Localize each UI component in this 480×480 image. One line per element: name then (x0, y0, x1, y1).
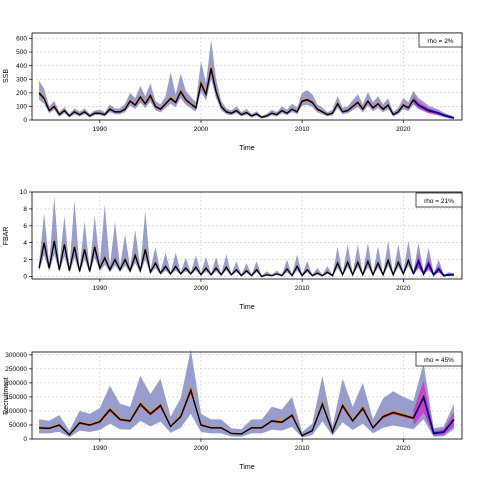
fbar-legend-text: rho = 21% (424, 198, 454, 205)
recruitment-legend: rho = 45% (415, 351, 463, 367)
recruitment-median-line (39, 387, 414, 437)
ssb-median-line (38, 68, 414, 119)
ssb-y-tick-label: 300 (16, 76, 27, 83)
fbar-frame-rect (31, 191, 463, 280)
fbar-projection-median-line (412, 258, 454, 277)
recruitment-lines (39, 385, 455, 437)
ssb-y-tick-label: 400 (16, 63, 27, 70)
ssb-x-tick-label: 2020 (396, 126, 411, 133)
ssb-y-tick-label: 200 (16, 90, 27, 97)
recruitment-y-axis-label: Recruitment (3, 377, 10, 415)
fbar-x-axis-label: Time (239, 304, 254, 311)
fbar-plot-frame (31, 191, 463, 280)
fbar-lines (38, 238, 454, 278)
recruitment-y-tick-label: 50000 (9, 422, 27, 429)
recruitment-axes: 1990 2000 2010 2020 0 50000 100000 150000 200000… (5, 352, 411, 452)
recruitment-frame-rect (31, 351, 463, 440)
recruitment-x-tick-label: 2020 (396, 445, 411, 452)
ssb-projection-median-line (412, 98, 455, 119)
fbar-y-axis-label: FBAR (3, 227, 10, 246)
ssb-y-tick-label: 0 (23, 117, 27, 124)
recruitment-legend-box (415, 351, 463, 367)
ssb-x-tick-label: 2000 (194, 126, 209, 133)
recruitment-y-tick-label: 200000 (5, 380, 27, 387)
fbar-y-tick-label: 2 (23, 257, 27, 264)
fbar-y-tick-label: 0 (23, 274, 27, 281)
fbar-band-area (39, 196, 454, 277)
fbar-legend: rho = 21% (415, 192, 463, 208)
recruitment-plot-frame (31, 351, 463, 440)
recruitment-x-tick-label: 2010 (295, 445, 310, 452)
recruitment-projection-median-line (412, 394, 455, 435)
ssb-legend: rho = 2% (418, 32, 463, 48)
ssb-x-tick-label: 1990 (93, 126, 108, 133)
fbar-median-line (38, 240, 415, 278)
recruitment-y-tick-label: 300000 (5, 352, 27, 359)
fbar-axes: 1990 2000 2010 2020 0 2 4 6 8 10 (20, 189, 411, 292)
fbar-legend-box (415, 192, 463, 208)
ssb-legend-box (418, 32, 463, 48)
ssb-lines (38, 65, 455, 119)
fbar-x-tick-label: 2010 (295, 285, 310, 292)
recruitment-panel: 1990 2000 2010 2020 0 50000 100000 150000 200000… (3, 349, 463, 471)
ssb-axes: 1990 2000 2010 2020 0 100 200 300 400 500 600 (16, 36, 411, 133)
recruitment-legend-text: rho = 45% (424, 357, 454, 364)
ssb-y-tick-label: 100 (16, 104, 27, 111)
fbar-y-tick-label: 6 (23, 223, 27, 230)
ssb-plot-frame (31, 32, 463, 121)
recruitment-y-tick-label: 100000 (5, 408, 27, 415)
recruitment-y-tick-label: 0 (23, 436, 27, 443)
recruitment-x-tick-label: 1990 (93, 445, 108, 452)
ssb-y-tick-label: 600 (16, 36, 27, 43)
fbar-y-tick-label: 10 (20, 189, 28, 196)
recruitment-x-tick-label: 2000 (194, 445, 209, 452)
fbar-y-tick-label: 8 (23, 206, 27, 213)
ssb-y-tick-label: 500 (16, 49, 27, 56)
fbar-x-tick-label: 1990 (93, 285, 108, 292)
recruitment-y-tick-label: 150000 (5, 394, 27, 401)
fbar-x-tick-label: 2000 (194, 285, 209, 292)
ssb-x-tick-label: 2010 (295, 126, 310, 133)
fbar-panel: 1990 2000 2010 2020 0 2 4 6 8 10 FBAR Time rho = … (3, 189, 463, 311)
fbar-x-tick-label: 2020 (396, 285, 411, 292)
recruitment-y-tick-label: 250000 (5, 366, 27, 373)
ssb-frame-rect (31, 32, 463, 121)
ssb-legend-text: rho = 2% (427, 38, 453, 45)
ssb-x-axis-label: Time (239, 145, 254, 152)
recruitment-x-axis-label: Time (239, 464, 254, 471)
ssb-y-axis-label: SSB (3, 69, 10, 83)
fbar-y-tick-label: 4 (23, 240, 27, 247)
